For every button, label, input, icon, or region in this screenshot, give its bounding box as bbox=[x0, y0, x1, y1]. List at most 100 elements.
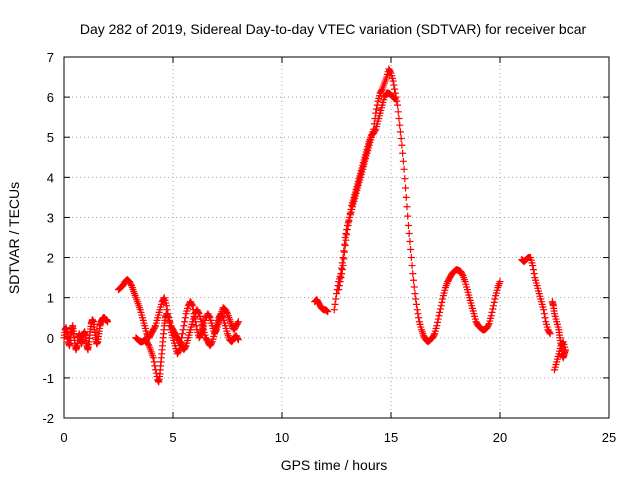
data-point bbox=[181, 318, 189, 326]
y-tick-label: 4 bbox=[47, 170, 54, 185]
x-tick-label: 0 bbox=[60, 430, 67, 445]
data-point bbox=[339, 254, 347, 262]
data-point bbox=[378, 86, 386, 94]
data-point bbox=[218, 312, 226, 320]
data-point bbox=[396, 121, 404, 129]
data-point bbox=[330, 306, 338, 314]
data-point bbox=[403, 203, 411, 211]
data-point bbox=[558, 340, 566, 348]
data-point bbox=[399, 149, 407, 157]
data-point bbox=[322, 306, 330, 314]
data-point bbox=[336, 278, 344, 286]
data-point bbox=[324, 308, 332, 316]
data-point bbox=[331, 300, 339, 308]
data-point bbox=[372, 105, 380, 113]
data-point bbox=[409, 270, 417, 278]
y-tick-label: 5 bbox=[47, 130, 54, 145]
data-point bbox=[345, 217, 353, 225]
data-point bbox=[414, 310, 422, 318]
data-point bbox=[408, 262, 416, 270]
data-point bbox=[151, 323, 159, 331]
data-point bbox=[395, 115, 403, 123]
data-point bbox=[386, 68, 394, 76]
data-point bbox=[397, 135, 405, 143]
x-tick-label: 25 bbox=[602, 430, 616, 445]
data-point bbox=[343, 225, 351, 233]
data-point bbox=[391, 95, 399, 103]
data-point bbox=[178, 330, 186, 338]
x-tick-label: 10 bbox=[275, 430, 289, 445]
data-point bbox=[189, 302, 197, 310]
data-point bbox=[398, 141, 406, 149]
data-point bbox=[401, 175, 409, 183]
data-point bbox=[413, 306, 421, 314]
data-point bbox=[339, 262, 347, 270]
data-point bbox=[399, 157, 407, 165]
data-point bbox=[333, 290, 340, 298]
data-point bbox=[342, 236, 350, 244]
data-point bbox=[405, 229, 413, 237]
data-point bbox=[347, 205, 355, 213]
data-point bbox=[394, 108, 402, 116]
data-point bbox=[340, 255, 348, 263]
data-point bbox=[487, 312, 495, 320]
data-point bbox=[404, 221, 412, 229]
data-point bbox=[489, 305, 497, 313]
data-point bbox=[415, 314, 423, 322]
data-point bbox=[389, 77, 397, 85]
data-point bbox=[180, 322, 188, 330]
grid bbox=[64, 57, 609, 418]
data-point bbox=[407, 246, 415, 254]
data-point bbox=[164, 312, 172, 320]
data-point bbox=[192, 322, 200, 330]
data-point bbox=[540, 306, 548, 314]
data-point bbox=[205, 312, 213, 320]
data-point bbox=[530, 270, 538, 278]
data-point bbox=[488, 308, 496, 316]
data-point bbox=[434, 315, 442, 323]
y-tick-label: 7 bbox=[47, 50, 54, 65]
data-point bbox=[152, 369, 160, 377]
data-point bbox=[406, 238, 414, 246]
data-point bbox=[175, 347, 183, 355]
data-point bbox=[458, 270, 466, 278]
data-point bbox=[529, 266, 537, 274]
data-point bbox=[490, 298, 498, 306]
data-point bbox=[234, 336, 242, 344]
y-tick-label: 3 bbox=[47, 210, 54, 225]
data-point bbox=[150, 358, 158, 366]
data-point bbox=[433, 322, 441, 330]
data-point bbox=[127, 280, 135, 288]
axis-ticks: 0 5 10 15 20 25 -2 -1 0 1 2 3 4 5 6 7 bbox=[42, 50, 616, 445]
data-point bbox=[484, 321, 492, 329]
data-point bbox=[410, 283, 418, 291]
data-point bbox=[434, 318, 442, 326]
data-point bbox=[540, 310, 548, 318]
data-point bbox=[104, 318, 112, 326]
data-point bbox=[332, 295, 340, 303]
y-tick-label: 0 bbox=[47, 331, 54, 346]
data-point bbox=[390, 94, 398, 102]
data-point bbox=[390, 81, 398, 89]
data-point bbox=[181, 314, 189, 322]
data-point bbox=[335, 286, 343, 294]
data-point bbox=[234, 334, 242, 342]
data-point bbox=[342, 229, 350, 237]
chart-title: Day 282 of 2019, Sidereal Day-to-day VTE… bbox=[80, 21, 587, 37]
data-point bbox=[430, 331, 438, 339]
data-point bbox=[400, 165, 408, 173]
data-point bbox=[181, 343, 189, 351]
data-point bbox=[412, 295, 420, 303]
y-tick-label: -1 bbox=[42, 371, 54, 386]
data-point bbox=[340, 247, 348, 255]
data-point bbox=[437, 302, 445, 310]
data-point bbox=[208, 339, 216, 347]
y-tick-label: -2 bbox=[42, 411, 54, 426]
data-point bbox=[234, 319, 242, 327]
data-point bbox=[435, 312, 443, 320]
data-point bbox=[144, 340, 152, 348]
y-tick-label: 1 bbox=[47, 291, 54, 306]
data-point bbox=[179, 326, 187, 334]
data-point bbox=[402, 193, 410, 201]
data-point bbox=[340, 240, 348, 248]
